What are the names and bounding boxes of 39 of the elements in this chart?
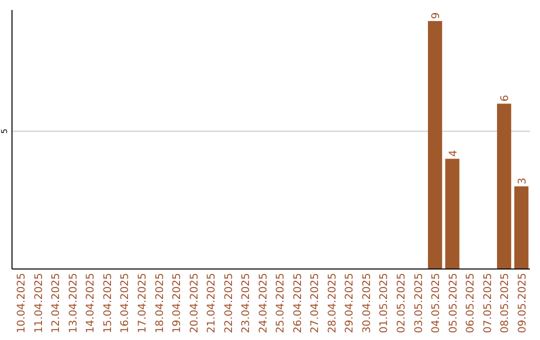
x-tick-label: 17.04.2025 [136,273,148,334]
x-tick-label: 28.04.2025 [326,273,338,334]
x-tick-label: 10.04.2025 [16,273,28,334]
x-tick-label: 09.05.2025 [516,273,528,334]
x-tick-label: 06.05.2025 [464,273,477,334]
x-tick-label: 22.04.2025 [222,273,235,334]
x-tick-label: 15.04.2025 [102,273,114,334]
x-tick-label: 20.04.2025 [188,273,200,334]
x-tick-label: 27.04.2025 [309,273,322,334]
x-tick-label: 08.05.2025 [499,273,512,334]
x-tick-label: 02.05.2025 [396,273,408,334]
x-tick-label: 29.04.2025 [344,273,356,334]
x-tick-label: 19.04.2025 [171,273,184,334]
bar [497,104,512,269]
x-tick-label: 12.04.2025 [50,273,62,334]
data-label: 3 [516,178,528,184]
x-tick-label: 18.04.2025 [154,273,166,334]
bar [428,21,442,269]
data-label: 9 [430,12,442,20]
x-tick-label: 21.04.2025 [206,273,218,334]
x-tick-label: 24.04.2025 [257,273,270,334]
x-tick-label: 04.05.2025 [430,273,442,334]
x-tick-label: 05.05.2025 [447,273,460,334]
x-tick-label: 16.04.2025 [119,273,132,334]
data-label: 6 [499,94,512,102]
y-tick-label: 5 [0,128,9,134]
x-tick-label: 03.05.2025 [412,273,425,334]
bar [445,158,460,269]
x-tick-label: 30.04.2025 [360,273,373,334]
bar [514,186,528,269]
x-tick-label: 23.04.2025 [240,273,252,334]
x-tick-label: 07.05.2025 [482,273,494,334]
x-tick-label: 14.04.2025 [84,273,97,334]
x-tick-label: 11.04.2025 [32,273,45,334]
x-tick-label: 01.05.2025 [378,273,390,334]
data-label: 4 [447,150,460,157]
x-tick-label: 25.04.2025 [274,273,287,334]
x-tick-label: 26.04.2025 [292,273,304,334]
x-tick-label: 13.04.2025 [67,273,80,334]
